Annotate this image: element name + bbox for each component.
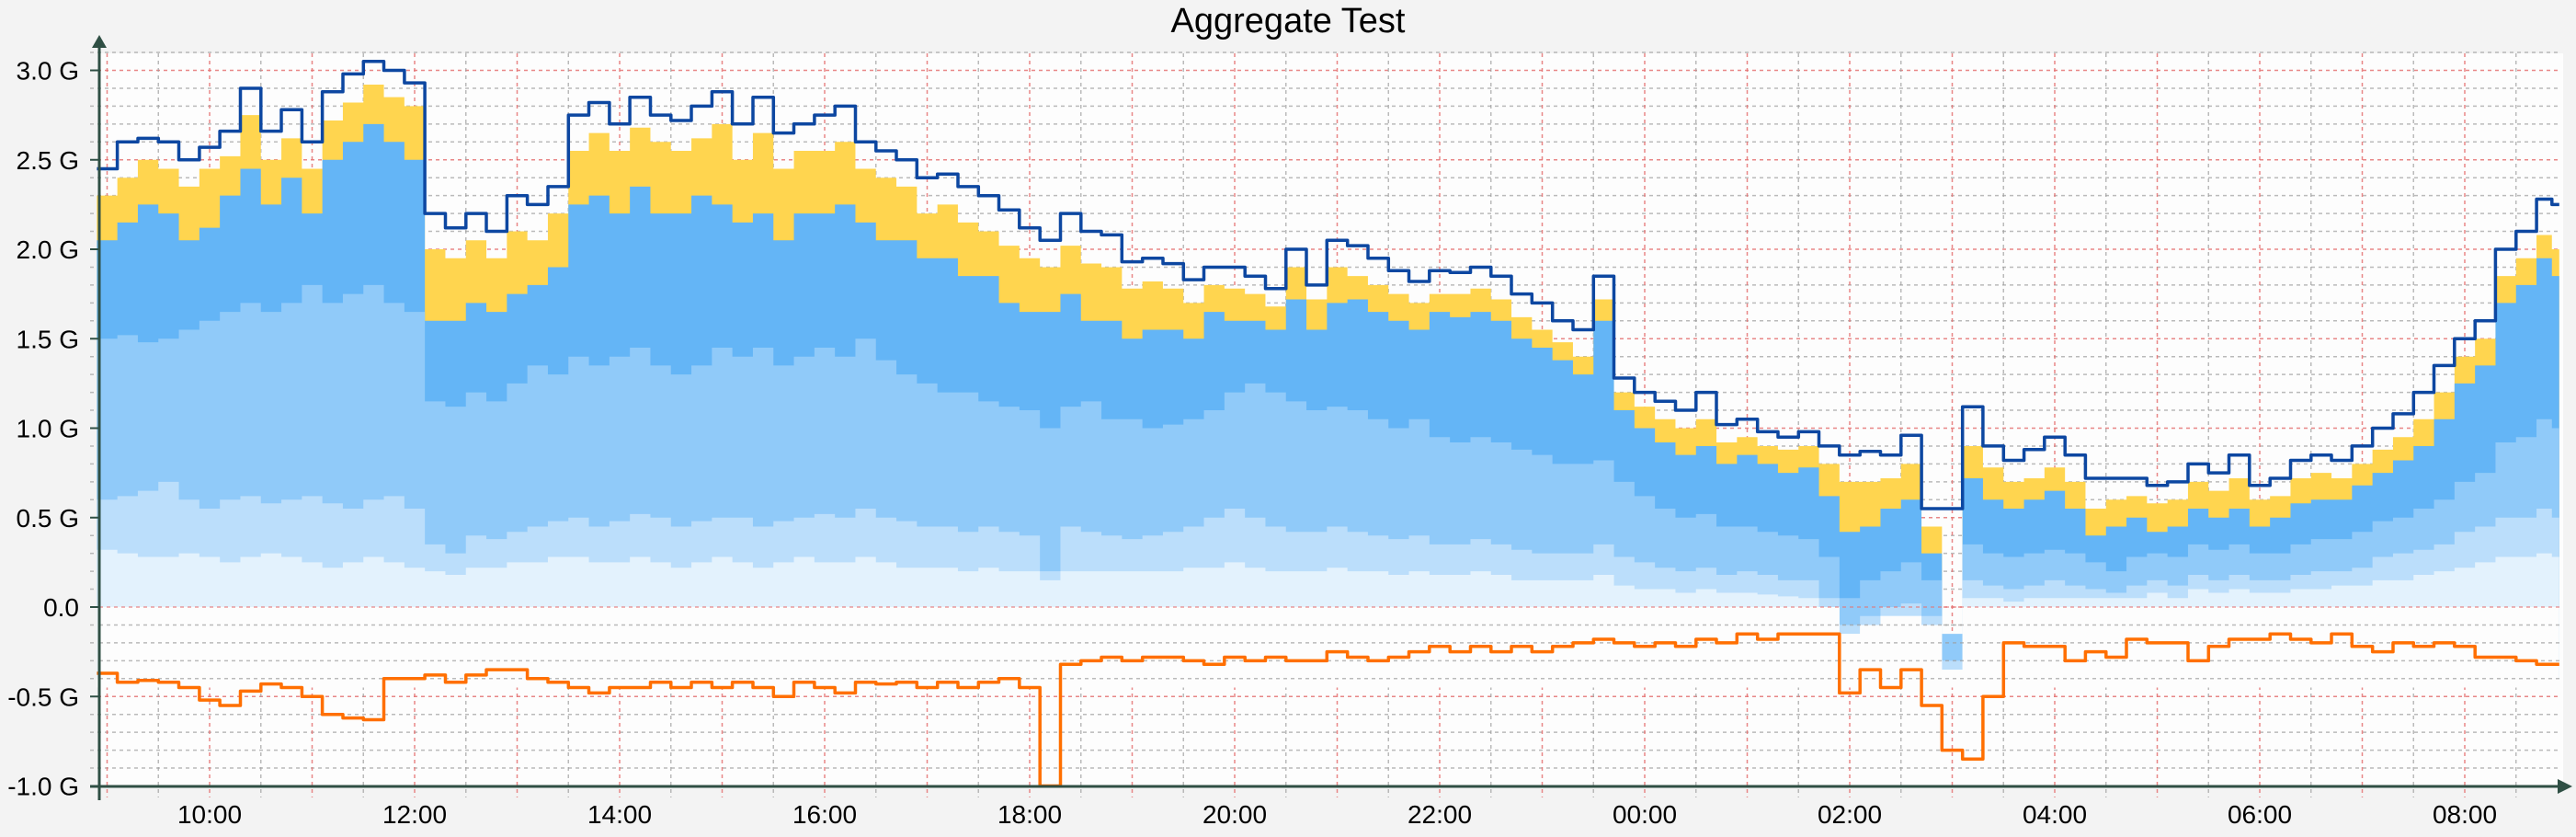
y-axis-labels: 3.0 G 2.5 G 2.0 G 1.5 G 1.0 G 0.5 G 0.0 -0.5 G -… — [7, 57, 99, 801]
y-tick-label: -0.5 G — [7, 682, 79, 711]
x-axis-arrow-icon — [2558, 779, 2572, 794]
y-tick-label: 1.0 G — [17, 415, 79, 443]
stacked-areas — [97, 85, 2560, 688]
x-tick-label: 04:00 — [2023, 800, 2087, 829]
x-tick-label: 22:00 — [1408, 800, 1472, 829]
total-line — [97, 60, 2559, 510]
y-tick-label: 3.0 G — [17, 57, 79, 86]
x-tick-label: 02:00 — [1818, 800, 1882, 829]
x-axis-labels: 10:00 12:00 14:00 16:00 18:00 20:00 22:00 00:00… — [177, 800, 2497, 829]
x-tick-label: 08:00 — [2433, 800, 2497, 829]
x-tick-label: 14:00 — [587, 800, 652, 829]
baseline-mask — [97, 607, 2559, 688]
chart-title: Aggregate Test — [1170, 2, 1406, 40]
y-tick-label: 0.0 — [43, 593, 79, 622]
x-tick-label: 16:00 — [792, 800, 857, 829]
axes — [90, 35, 2572, 800]
x-tick-label: 10:00 — [177, 800, 242, 829]
y-tick-label: 0.5 G — [17, 504, 79, 533]
x-tick-label: 20:00 — [1203, 800, 1267, 829]
y-axis-arrow-icon — [92, 35, 107, 48]
y-tick-label: 2.5 G — [17, 146, 79, 175]
y-tick-label: -1.0 G — [7, 773, 79, 801]
x-tick-label: 12:00 — [382, 800, 447, 829]
y-tick-label: 2.0 G — [17, 235, 79, 264]
series-lines — [97, 60, 2559, 788]
negative-line — [97, 632, 2559, 788]
x-tick-label: 00:00 — [1613, 800, 1677, 829]
x-tick-label: 18:00 — [997, 800, 1062, 829]
y-tick-label: 1.5 G — [17, 325, 79, 353]
x-tick-label: 06:00 — [2228, 800, 2292, 829]
